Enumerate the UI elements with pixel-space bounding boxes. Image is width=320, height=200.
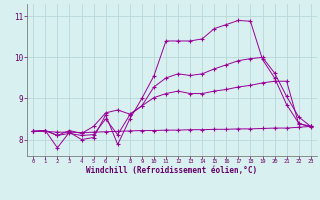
X-axis label: Windchill (Refroidissement éolien,°C): Windchill (Refroidissement éolien,°C) (86, 166, 258, 175)
